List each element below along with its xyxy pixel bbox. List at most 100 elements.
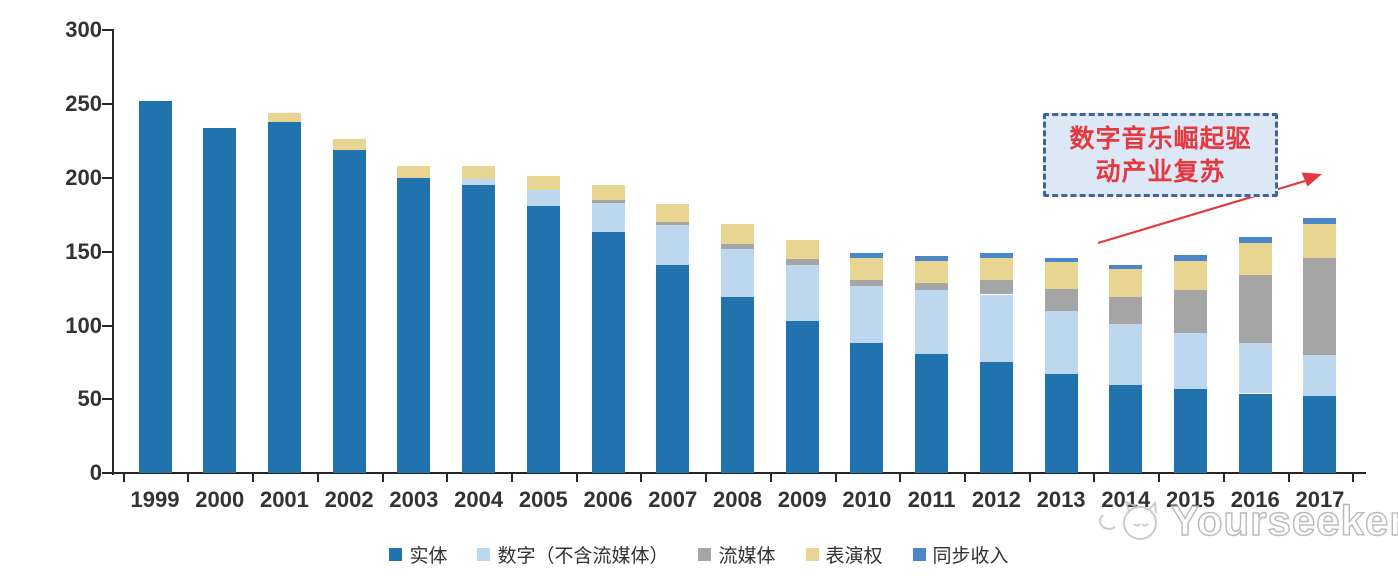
bar-segment-2005 xyxy=(526,176,560,190)
bar-segment-2004 xyxy=(462,165,496,180)
y-axis-tick-label: 300 xyxy=(65,17,102,42)
bar-segment-2008 xyxy=(720,223,754,245)
bar-segment-2006 xyxy=(591,232,625,474)
x-axis-tick xyxy=(1093,474,1096,482)
x-axis-tick xyxy=(316,474,319,482)
bar-segment-2016 xyxy=(1238,393,1272,474)
bar-segment-2016 xyxy=(1238,275,1272,344)
x-axis-tick-label: 2001 xyxy=(259,487,309,512)
bar-segment-2011 xyxy=(915,282,949,291)
bar-segment-2014 xyxy=(1109,264,1143,270)
y-axis-tick xyxy=(102,398,112,401)
bar-segment-2010 xyxy=(850,285,884,344)
x-axis-tick xyxy=(1352,474,1355,482)
bar-segment-2010 xyxy=(850,279,884,286)
bar-segment-2006 xyxy=(591,202,625,233)
bar-segment-2013 xyxy=(1044,257,1078,262)
bar-segment-2017 xyxy=(1303,355,1337,397)
yourseeker-cat-logo-icon xyxy=(1099,500,1157,540)
x-axis-tick-label: 2016 xyxy=(1230,487,1280,512)
bar-segment-2017 xyxy=(1303,257,1337,356)
x-axis-tick xyxy=(1158,474,1161,482)
legend-label: 数字（不含流媒体） xyxy=(497,545,669,567)
x-axis-tick xyxy=(510,474,513,482)
bar-segment-2014 xyxy=(1109,269,1143,298)
legend-swatch-icon xyxy=(912,548,926,561)
watermark-text: Yourseeker xyxy=(1170,496,1398,544)
y-axis-tick xyxy=(102,29,112,31)
bar-segment-2006 xyxy=(591,185,625,200)
bar-segment-2014 xyxy=(1109,384,1143,474)
y-axis-tick-label: 200 xyxy=(65,164,102,190)
bar-segment-2008 xyxy=(720,244,754,249)
bar-segment-2001 xyxy=(267,112,301,122)
bar-segment-2015 xyxy=(1174,389,1208,474)
bar-segment-2017 xyxy=(1303,396,1337,474)
bar-segment-2010 xyxy=(850,253,884,258)
bar-segment-2014 xyxy=(1109,324,1143,385)
bar-segment-2007 xyxy=(656,222,690,226)
bar-segment-2011 xyxy=(915,353,949,474)
legend-item: 同步收入 xyxy=(912,541,1009,568)
x-axis-tick-label: 2011 xyxy=(907,487,956,512)
legend-item: 表演权 xyxy=(805,541,883,568)
y-axis-tick-label: 150 xyxy=(65,238,102,264)
bar-segment-2009 xyxy=(785,321,819,474)
bar-segment-2010 xyxy=(850,343,884,474)
bar-segment-2016 xyxy=(1238,343,1272,394)
bar-segment-2005 xyxy=(526,189,560,206)
y-axis-line xyxy=(112,29,114,475)
bar-segment-2007 xyxy=(656,204,690,223)
bar-segment-2009 xyxy=(785,264,819,322)
annotation-callout: 数字音乐崛起驱 动产业复苏 xyxy=(1043,113,1278,197)
x-axis-tick xyxy=(1222,474,1225,482)
x-axis-tick-label: 2010 xyxy=(842,487,892,512)
legend-item: 实体 xyxy=(389,541,447,568)
x-axis-tick-label: 2008 xyxy=(712,487,762,512)
x-axis-tick-label: 2012 xyxy=(971,487,1021,512)
legend-swatch-icon xyxy=(698,548,712,561)
bar-segment-2013 xyxy=(1044,374,1078,474)
y-axis-tick-label: 0 xyxy=(89,460,102,486)
bar-segment-2016 xyxy=(1238,236,1272,243)
legend-swatch-icon xyxy=(389,548,403,561)
bar-segment-2013 xyxy=(1044,288,1078,311)
bar-segment-2008 xyxy=(720,297,754,474)
x-axis-tick xyxy=(640,474,643,482)
x-axis-tick-label: 2013 xyxy=(1036,487,1086,512)
legend-label: 同步收入 xyxy=(932,545,1009,567)
bar-segment-2002 xyxy=(332,139,366,150)
bar-segment-2010 xyxy=(850,257,884,280)
x-axis-tick xyxy=(381,474,384,482)
bar-segment-2012 xyxy=(979,253,1013,258)
x-axis-tick-label: 2004 xyxy=(454,487,504,512)
bar-segment-2015 xyxy=(1174,332,1208,390)
legend-item: 流媒体 xyxy=(698,541,776,568)
bar-segment-1999 xyxy=(138,100,172,474)
y-axis-tick xyxy=(102,176,112,179)
x-axis-tick xyxy=(899,474,902,482)
legend-label: 实体 xyxy=(409,545,448,567)
x-axis-tick xyxy=(446,474,449,482)
x-axis-tick-label: 2003 xyxy=(389,487,439,512)
bar-segment-2011 xyxy=(915,260,949,283)
x-axis-tick-label: 2009 xyxy=(777,487,827,512)
x-axis-tick xyxy=(187,474,190,482)
y-axis-tick-label: 250 xyxy=(65,90,102,116)
legend-label: 表演权 xyxy=(825,545,883,567)
bar-segment-2013 xyxy=(1044,261,1078,289)
bar-segment-2011 xyxy=(915,256,949,261)
bar-segment-2015 xyxy=(1174,254,1208,261)
bar-segment-2003 xyxy=(397,177,431,474)
x-axis-tick-label: 2002 xyxy=(324,487,374,512)
bar-segment-2012 xyxy=(979,279,1013,295)
bar-segment-2012 xyxy=(979,257,1013,280)
x-axis-tick xyxy=(1287,474,1290,482)
annotation-text-line2: 动产业复苏 xyxy=(1095,157,1226,186)
bar-segment-2013 xyxy=(1044,310,1078,375)
x-axis-tick xyxy=(705,474,708,482)
bar-segment-2007 xyxy=(656,264,690,474)
legend-swatch-icon xyxy=(477,548,491,561)
x-axis-tick-label: 2007 xyxy=(648,487,698,512)
